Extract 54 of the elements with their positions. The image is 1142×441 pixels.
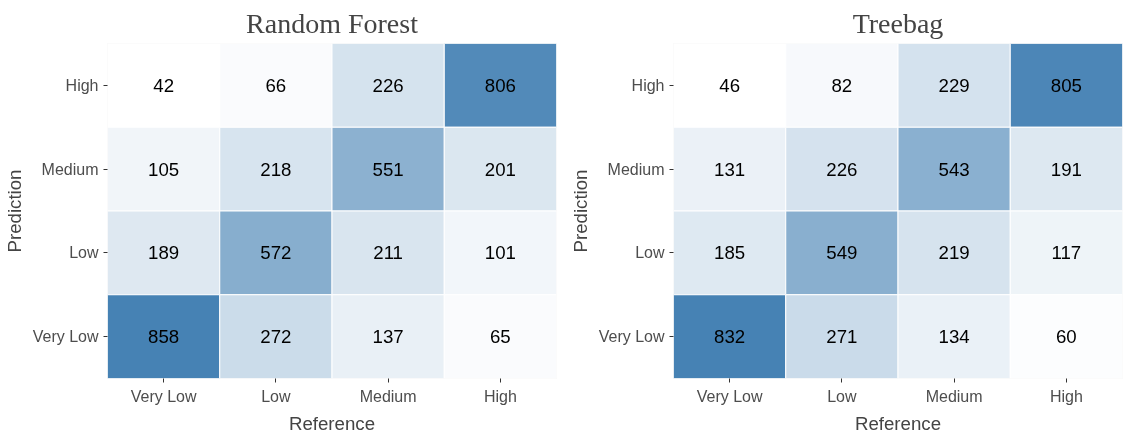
data-label: 185 [714, 242, 746, 264]
x-axis-title: Reference [854, 412, 942, 434]
data-label: 60 [1056, 326, 1077, 348]
data-label: 551 [372, 158, 404, 180]
data-label: 46 [719, 74, 741, 96]
data-label: 271 [826, 326, 858, 348]
chart-title: Treebag [852, 7, 944, 39]
data-label: 134 [938, 326, 970, 348]
data-label: 219 [938, 242, 970, 264]
x-tick-label: Very Low [130, 387, 197, 405]
y-tick-label: Very Low [32, 328, 99, 346]
data-label: 226 [826, 158, 858, 180]
x-tick-label: Medium [925, 387, 983, 405]
y-tick-label: Low [635, 244, 665, 262]
x-tick-label: Very Low [696, 387, 763, 405]
data-label: 272 [260, 326, 292, 348]
y-tick-label: Very Low [598, 328, 665, 346]
data-label: 137 [372, 326, 404, 348]
x-tick-label: Low [827, 387, 857, 405]
data-label: 65 [490, 326, 511, 348]
data-label: 42 [153, 74, 175, 96]
data-label: 201 [484, 158, 516, 180]
x-tick-label: Low [261, 387, 291, 405]
data-label: 229 [938, 74, 970, 96]
data-label: 805 [1050, 74, 1082, 96]
data-label: 543 [938, 158, 970, 180]
data-label: 549 [826, 242, 858, 264]
data-label: 226 [372, 74, 404, 96]
x-tick-label: High [1049, 387, 1083, 405]
y-tick-label: Low [69, 244, 99, 262]
data-label: 105 [148, 158, 180, 180]
data-label: 101 [484, 242, 516, 264]
y-tick-label: High [65, 76, 99, 94]
x-tick-label: Medium [359, 387, 417, 405]
data-label: 858 [148, 326, 180, 348]
x-tick-label: High [483, 387, 517, 405]
data-label: 832 [714, 326, 746, 348]
x-axis-title: Reference [288, 412, 376, 434]
data-label: 191 [1050, 158, 1082, 180]
y-tick-label: High [631, 76, 665, 94]
data-label: 131 [714, 158, 746, 180]
data-label: 572 [260, 242, 292, 264]
y-axis-title: Prediction [569, 169, 591, 253]
y-tick-label: Medium [41, 160, 99, 178]
data-label: 66 [265, 74, 287, 96]
data-label: 211 [373, 242, 403, 264]
y-tick-label: Medium [607, 160, 665, 178]
data-label: 117 [1051, 242, 1082, 264]
data-label: 806 [484, 74, 516, 96]
y-axis-title: Prediction [3, 169, 25, 253]
data-label: 218 [260, 158, 292, 180]
data-label: 82 [831, 74, 853, 96]
data-label: 189 [148, 242, 180, 264]
chart-title: Random Forest [246, 7, 419, 39]
